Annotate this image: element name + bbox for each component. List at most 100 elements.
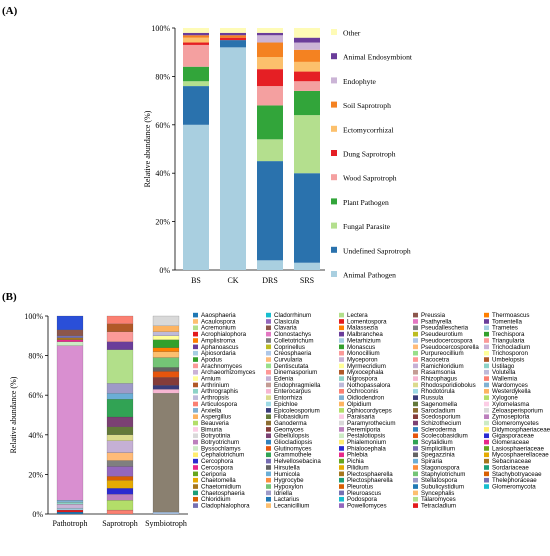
legend-swatch: [331, 222, 337, 229]
legend-label: Endophyte: [343, 77, 377, 86]
legend-label: Lecanicillium: [274, 503, 309, 510]
legend-label: Beauveria: [201, 420, 229, 427]
panel-a-legend: Other Animal Endosymbiont Endophyte Soil Sa…: [331, 29, 413, 280]
legend-label: Myrmecridium: [347, 363, 386, 370]
legend-label: Mycosphaerellaceae: [492, 452, 549, 459]
legend-swatch: [339, 446, 344, 451]
legend-label: Cladophialophora: [201, 503, 250, 510]
legend-label: Sebacinaceae: [492, 458, 532, 465]
legend-swatch: [339, 401, 344, 407]
legend-swatch: [484, 312, 489, 318]
bar-segment-pathotroph: [56, 329, 84, 336]
bar-segment-drs: [257, 57, 283, 70]
bar-segment-saprotroph: [106, 341, 134, 350]
bar-segment-bs: [183, 44, 209, 67]
legend-label: Chaetomidium: [201, 483, 241, 490]
legend-label: Cephalotrichum: [201, 452, 244, 459]
legend-label: Ceriporia: [201, 471, 227, 478]
legend-swatch: [339, 344, 344, 350]
legend-label: Zymoseptoria: [492, 414, 530, 421]
legend-swatch: [413, 376, 418, 381]
bar-segment-ck: [220, 35, 246, 38]
legend-swatch: [193, 401, 198, 407]
bar-segment-saprotroph: [106, 500, 134, 511]
legend-label: Undefined Saprotroph: [343, 246, 411, 255]
panel-a-y-tick-label: 20%: [155, 218, 170, 227]
legend-swatch: [413, 452, 418, 458]
legend-swatch: [193, 490, 198, 496]
legend-label: Nigrospora: [347, 376, 378, 383]
legend-swatch: [266, 389, 271, 394]
legend-label: Botryotinia: [201, 433, 231, 440]
bar-segment-symbiotroph: [152, 371, 180, 378]
legend-swatch: [339, 376, 344, 381]
legend-swatch: [193, 325, 198, 331]
bar-segment-saprotroph: [106, 315, 134, 324]
panel-b-bars: [56, 315, 180, 515]
legend-swatch: [193, 376, 198, 381]
legend-swatch: [484, 331, 489, 337]
legend-swatch: [339, 433, 344, 439]
legend-label: Glomeraceae: [492, 439, 530, 446]
legend-swatch: [331, 246, 337, 253]
legend-swatch: [484, 382, 489, 388]
legend-label: Humicola: [274, 471, 300, 478]
panel-a-x-tick-label: SRS: [300, 276, 314, 285]
legend-label: Scytalidium: [421, 439, 453, 446]
bar-segment-srs: [294, 115, 320, 174]
bar-segment-symbiotroph: [152, 393, 180, 513]
legend-swatch: [339, 382, 344, 388]
legend-swatch: [331, 53, 337, 60]
legend-label: Russula: [421, 395, 444, 402]
legend-swatch: [193, 357, 198, 362]
legend-label: Creosphaeria: [274, 350, 312, 357]
bar-segment-srs: [294, 71, 320, 82]
legend-swatch: [413, 477, 418, 483]
legend-swatch: [339, 427, 344, 432]
legend-swatch: [193, 344, 198, 350]
bar-segment-srs: [294, 28, 320, 38]
legend-label: Soil Saprotroph: [343, 101, 391, 110]
panel-a-y-tick-label: 60%: [155, 121, 170, 130]
legend-swatch: [193, 338, 198, 343]
legend-swatch: [266, 458, 271, 464]
legend-swatch: [339, 484, 344, 489]
legend-label: Wardomyces: [492, 382, 528, 389]
legend-label: Sordariaceae: [492, 464, 529, 471]
panel-a-x-tick-label: CK: [227, 276, 238, 285]
legend-label: Pleurotus: [347, 483, 373, 490]
panel-a-y-tick-label: 80%: [155, 72, 170, 81]
legend-label: Rasamsonia: [421, 369, 456, 376]
legend-label: Rhizophagus: [421, 376, 457, 383]
legend-swatch: [339, 420, 344, 426]
legend-swatch: [484, 433, 489, 439]
legend-swatch: [339, 503, 344, 508]
bar-segment-bs: [183, 66, 209, 82]
legend-swatch: [331, 77, 337, 84]
legend-swatch: [193, 312, 198, 318]
legend-swatch: [266, 446, 271, 451]
bar-segment-bs: [183, 42, 209, 45]
legend-label: Syncephalis: [421, 490, 454, 497]
bar-segment-bs: [183, 124, 209, 270]
legend-swatch: [193, 420, 198, 426]
legend-label: Aaosphaeria: [201, 312, 236, 319]
legend-swatch: [484, 389, 489, 394]
panel-b-y-tick-label: 40%: [28, 431, 43, 440]
legend-label: Fungal Parasite: [343, 222, 391, 231]
legend-label: Umbelopsis: [492, 356, 524, 363]
legend-label: Malassezia: [347, 325, 379, 332]
panel-b-label: (B): [2, 291, 17, 303]
legend-label: Monascus: [347, 344, 375, 351]
legend-swatch: [339, 477, 344, 483]
legend-swatch: [266, 369, 271, 375]
legend-label: Tetracladium: [421, 503, 456, 510]
bar-segment-symbiotroph: [152, 325, 180, 332]
panel-b-legend: AaosphaeriaAcaulosporaAcremoniumAcrophia…: [193, 312, 550, 510]
legend-label: Scleroderma: [421, 426, 457, 433]
legend-label: Amplistroma: [201, 337, 236, 344]
bar-segment-srs: [294, 37, 320, 43]
legend-label: Purpureocillium: [421, 350, 464, 357]
legend-label: Epicoleosporium: [274, 407, 320, 414]
legend-swatch: [413, 325, 418, 331]
